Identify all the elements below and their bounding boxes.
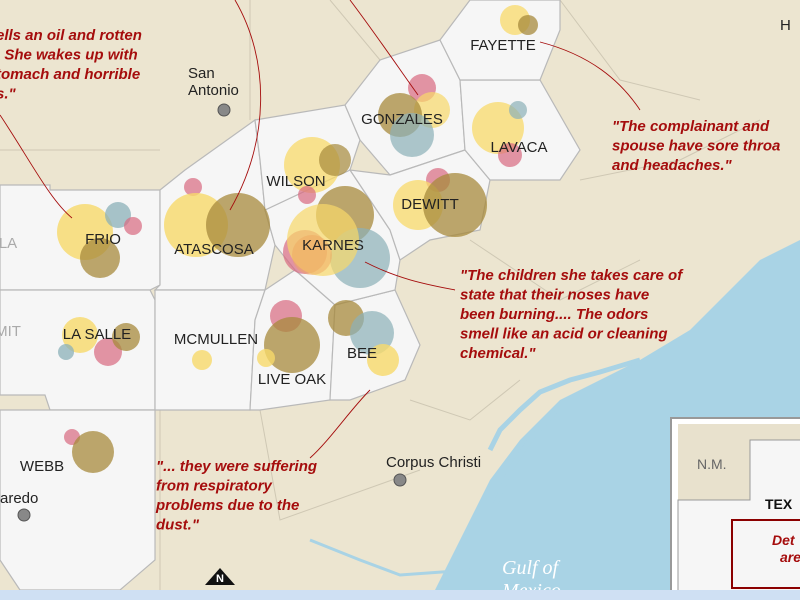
quote-line: s." (0, 86, 17, 103)
city-label: Antonio (188, 82, 239, 99)
inset-label: are (780, 549, 800, 565)
bottom-bar (0, 590, 800, 600)
county-label: FAYETTE (470, 37, 536, 54)
inset-label: TEX (765, 496, 793, 512)
quote-line: . She wakes up with (0, 47, 138, 64)
quote-line: been burning.... The odors (460, 306, 648, 323)
city-label: Corpus Christi (386, 454, 481, 471)
county-label: LAVACA (491, 139, 548, 156)
county-label: LA SALLE (63, 326, 131, 343)
county-label: ATASCOSA (174, 241, 253, 258)
quote-line: spouse have sore throa (612, 138, 780, 155)
quote-line: "The complainant and (612, 118, 770, 135)
county-label: BEE (347, 345, 377, 362)
quote-line: tomach and horrible (0, 66, 140, 83)
bubbles (57, 5, 538, 473)
water-label: Gulf of (502, 557, 561, 579)
county-label: DEWITT (401, 196, 459, 213)
quote-line: and headaches." (612, 157, 733, 174)
county-label: LA (0, 235, 17, 252)
county-label: GONZALES (361, 111, 443, 128)
north-arrow (205, 568, 235, 585)
quote-line: chemical." (460, 345, 536, 362)
quote-line: problems due to the (155, 497, 299, 514)
bays (487, 357, 641, 506)
county-label: FRIO (85, 231, 121, 248)
county-mcmullen (154, 289, 266, 411)
city-dots (17, 103, 407, 522)
county-label: WILSON (266, 173, 325, 190)
quote-line: state that their noses have (460, 287, 649, 304)
city-label: aredo (0, 490, 38, 507)
county-labels: FAYETTE GONZALES LAVACA WILSON DEWITT FR… (0, 37, 547, 475)
quotes: ells an oil and rotten . She wakes up wit… (0, 27, 780, 534)
inset-label: N.M. (697, 456, 727, 472)
bay (309, 538, 471, 577)
county-label: WEBB (20, 458, 64, 475)
quote-line: ells an oil and rotten (0, 27, 142, 44)
county-label: LIVE OAK (258, 371, 326, 388)
county-label: MIT (0, 323, 21, 340)
county-label: MCMULLEN (174, 331, 258, 348)
quote-line: smell like an acid or cleaning (460, 326, 668, 343)
boundaries (0, 0, 761, 600)
quote-line: dust." (156, 517, 200, 534)
inset: N.M. TEX Det are (670, 417, 800, 600)
quote-line: "... they were suffering (156, 458, 317, 475)
city-label: H (780, 17, 791, 34)
leader-lines (0, 0, 641, 459)
quote-line: "The children she takes care of (460, 267, 684, 284)
quote-line: from respiratory (156, 478, 273, 495)
city-label: San (188, 65, 215, 82)
north-label: N (216, 573, 224, 585)
county-label: KARNES (302, 237, 364, 254)
inset-label: Det (772, 532, 796, 548)
